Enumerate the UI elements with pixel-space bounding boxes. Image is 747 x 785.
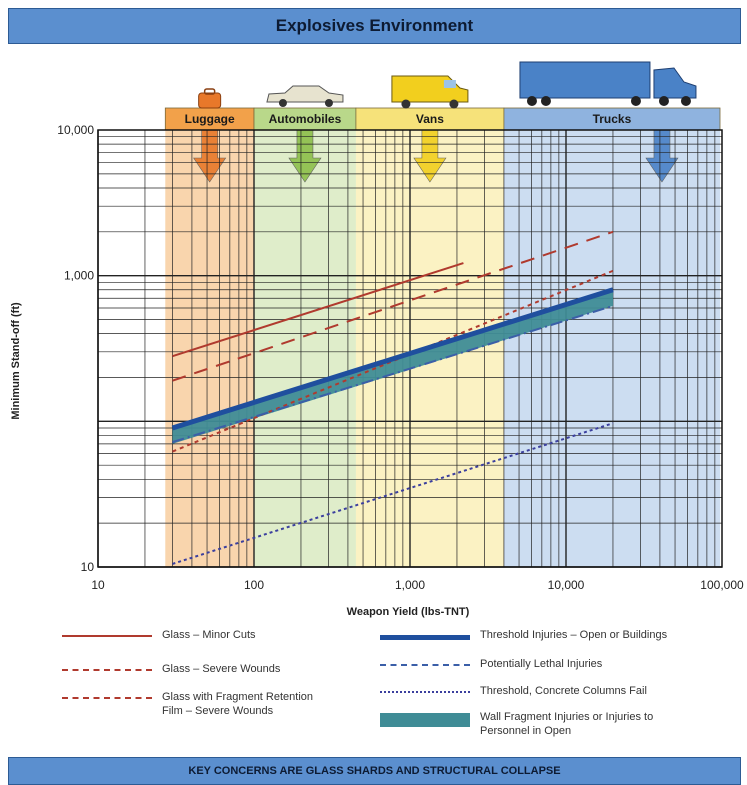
series-line-1	[172, 230, 614, 382]
legend-label: Glass with Fragment Retention Film – Seve…	[162, 690, 313, 718]
legend-label-line: Wall Fragment Injuries or Injuries to	[480, 711, 654, 723]
legend-label-line: Glass with Fragment Retention	[162, 691, 314, 703]
legend-label-line: Glass – Minor Cuts	[162, 629, 256, 641]
footer-banner: KEY CONCERNS ARE GLASS SHARDS AND STRUCT…	[8, 757, 741, 785]
legend-swatch	[380, 635, 470, 640]
series-line-0	[172, 262, 464, 358]
suitcase-handle	[203, 88, 216, 95]
legend-label-line: Film – Severe Wounds	[162, 705, 274, 717]
series-line-5	[172, 422, 614, 565]
grid	[97, 130, 722, 568]
band-label-luggage: Luggage	[185, 112, 235, 126]
truck-wheel	[526, 96, 537, 106]
truck-icon	[519, 61, 697, 106]
legend-label-line: Potentially Lethal Injuries	[480, 658, 603, 670]
legend-label-line: Threshold, Concrete Columns Fail	[480, 685, 647, 697]
x-tick-label: 100	[244, 578, 264, 592]
plot-frame	[97, 129, 723, 568]
legend-swatch	[62, 635, 152, 637]
legend-label: Glass – Minor Cuts	[162, 628, 256, 642]
suitcase-body	[198, 92, 222, 109]
arrow-down-icon	[413, 129, 447, 183]
series-line-4	[172, 304, 614, 444]
x-axis-label: Weapon Yield (lbs-TNT)	[346, 606, 470, 618]
series-line-3	[171, 287, 614, 431]
band-luggage	[165, 130, 254, 567]
x-tick-label: 1,000	[395, 578, 425, 592]
band-automobiles	[254, 130, 356, 567]
x-tick-label: 10,000	[548, 578, 585, 592]
arrow-down-icon	[193, 129, 227, 183]
legend-swatch	[380, 691, 470, 693]
legend-label: Glass – Severe Wounds	[162, 662, 280, 676]
band-label-automobiles: Automobiles	[269, 112, 342, 126]
legend-swatch	[380, 664, 470, 666]
legend-swatch	[62, 669, 152, 671]
legend-label: Potentially Lethal Injuries	[480, 657, 602, 671]
truck-trailer	[519, 61, 651, 99]
car-wheel	[278, 99, 287, 107]
legend-label-line: Glass – Severe Wounds	[162, 663, 281, 675]
truck-cab	[653, 67, 697, 99]
truck-wheel	[658, 96, 669, 106]
van-wheel	[449, 99, 459, 109]
car-icon	[266, 85, 344, 107]
van-icon	[391, 75, 469, 109]
arrow-down-icon	[645, 129, 679, 183]
legend-label: Threshold Injuries – Open or Buildings	[480, 628, 667, 642]
y-tick-label: 10	[81, 560, 95, 574]
van-wheel	[401, 99, 411, 109]
chart-canvas: Luggage Automobiles Vans Trucks 10 100 1,000 10…	[57, 61, 744, 592]
chart-title-banner: Explosives Environment	[8, 8, 741, 44]
truck-wheel	[540, 96, 551, 106]
chart-title: Explosives Environment	[275, 16, 474, 35]
y-tick-label: 10,000	[57, 123, 94, 137]
car-wheel	[324, 99, 333, 107]
truck-wheel	[680, 96, 691, 106]
legend-label: Wall Fragment Injuries or Injuries to Per…	[480, 710, 653, 738]
footer-text: KEY CONCERNS ARE GLASS SHARDS AND STRUCT…	[188, 765, 561, 777]
car-body	[266, 85, 344, 103]
truck-wheel	[630, 96, 641, 106]
van-body	[391, 75, 469, 103]
x-tick-label: 100,000	[700, 578, 744, 592]
band-label-trucks: Trucks	[593, 112, 632, 126]
legend-label-line: Personnel in Open	[480, 725, 572, 737]
band-label-vans: Vans	[416, 112, 444, 126]
band-trucks	[503, 130, 720, 567]
x-tick-label: 10	[91, 578, 105, 592]
van-window	[443, 80, 456, 88]
y-tick-label: 1,000	[64, 269, 94, 283]
legend-swatch	[380, 713, 470, 727]
y-axis-label: Minimum Stand-off (ft)	[10, 302, 22, 420]
legend-swatch	[62, 697, 152, 699]
legend-label: Threshold, Concrete Columns Fail	[480, 684, 647, 698]
legend-label-line: Threshold Injuries – Open or Buildings	[480, 629, 668, 641]
arrow-down-icon	[288, 129, 322, 183]
suitcase-icon	[198, 88, 222, 109]
series-band-wall-fragment	[172, 289, 613, 444]
